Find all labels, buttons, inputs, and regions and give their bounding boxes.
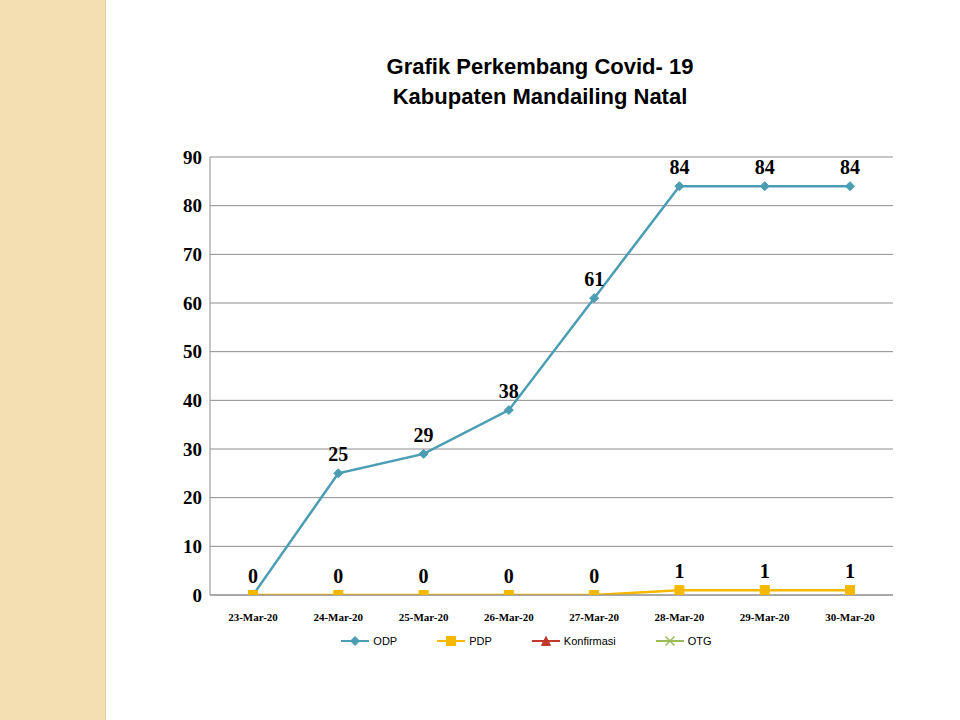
svg-text:0: 0 xyxy=(333,565,343,587)
svg-text:24-Mar-20: 24-Mar-20 xyxy=(313,611,363,623)
svg-text:23-Mar-20: 23-Mar-20 xyxy=(228,611,278,623)
svg-text:28-Mar-20: 28-Mar-20 xyxy=(655,611,705,623)
svg-text:1: 1 xyxy=(760,560,770,582)
svg-text:25-Mar-20: 25-Mar-20 xyxy=(399,611,449,623)
html-text:Grafik Perkembang Covid- 19: Grafik Perkembang Covid- 19 xyxy=(386,54,694,79)
svg-text:29-Mar-20: 29-Mar-20 xyxy=(740,611,790,623)
svg-text:30-Mar-20: 30-Mar-20 xyxy=(825,611,875,623)
svg-text:0: 0 xyxy=(419,565,429,587)
svg-text:10: 10 xyxy=(183,536,202,557)
svg-text:1: 1 xyxy=(674,560,684,582)
html-text:Konfirmasi: Konfirmasi xyxy=(563,635,616,647)
svg-text:60: 60 xyxy=(183,293,202,314)
html-text:ODP: ODP xyxy=(373,635,398,647)
svg-text:84: 84 xyxy=(755,156,775,178)
svg-text:61: 61 xyxy=(584,268,604,290)
html-text:Kabupaten Mandailing Natal: Kabupaten Mandailing Natal xyxy=(392,84,688,109)
svg-text:30: 30 xyxy=(183,439,202,460)
svg-text:29: 29 xyxy=(414,424,434,446)
svg-text:26-Mar-20: 26-Mar-20 xyxy=(484,611,534,623)
svg-text:50: 50 xyxy=(183,341,202,362)
svg-text:70: 70 xyxy=(183,244,202,265)
svg-text:90: 90 xyxy=(183,147,202,168)
svg-text:84: 84 xyxy=(840,156,860,178)
svg-text:0: 0 xyxy=(248,565,258,587)
svg-text:0: 0 xyxy=(193,585,203,606)
svg-text:38: 38 xyxy=(499,380,519,402)
svg-text:84: 84 xyxy=(669,156,689,178)
svg-text:80: 80 xyxy=(183,195,202,216)
svg-text:0: 0 xyxy=(589,565,599,587)
svg-text:1: 1 xyxy=(845,560,855,582)
svg-text:27-Mar-20: 27-Mar-20 xyxy=(569,611,619,623)
svg-text:0: 0 xyxy=(504,565,514,587)
html-text:PDP: PDP xyxy=(469,635,492,647)
svg-text:25: 25 xyxy=(328,443,348,465)
svg-text:20: 20 xyxy=(183,487,202,508)
html-text:OTG: OTG xyxy=(687,635,712,647)
svg-text:40: 40 xyxy=(183,390,202,411)
